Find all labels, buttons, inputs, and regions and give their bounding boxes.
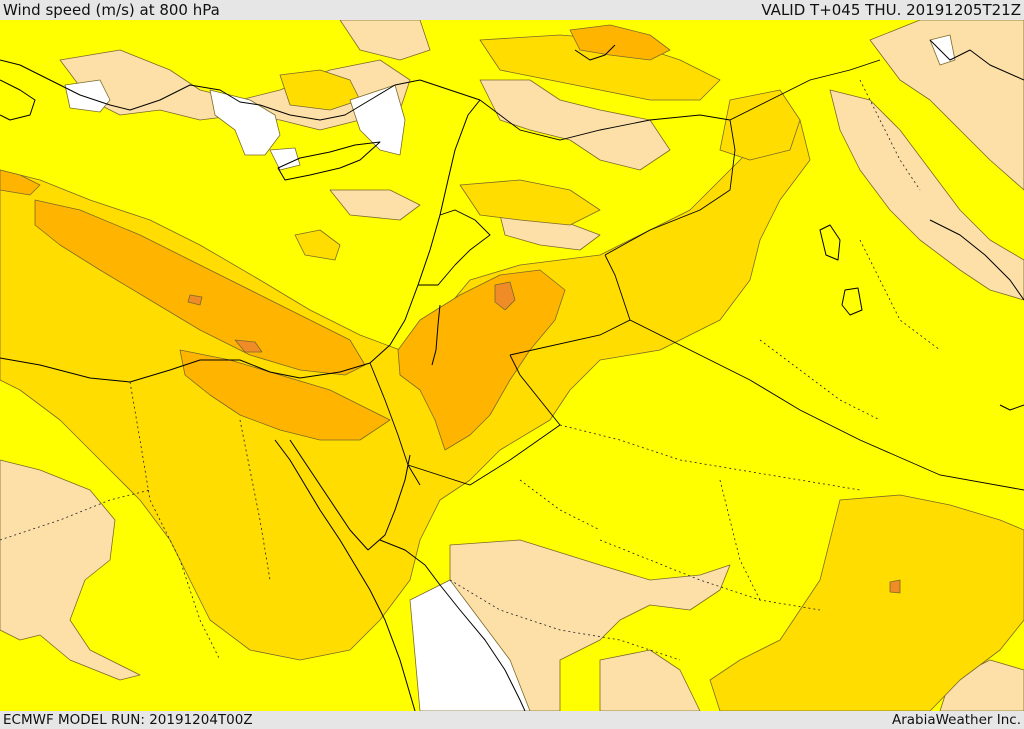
wind-field-light — [0, 459, 141, 681]
wind-field-light — [869, 20, 1024, 191]
coastlines — [0, 39, 1024, 711]
wind-field-light — [329, 189, 421, 221]
footer-bar: ECMWF MODEL RUN: 20191204T00Z ArabiaWeat… — [0, 711, 1024, 729]
model-run: ECMWF MODEL RUN: 20191204T00Z — [3, 712, 253, 728]
wind-field-calm — [929, 34, 956, 66]
wind-field-light — [599, 649, 701, 711]
country-borders — [369, 59, 1024, 491]
regional-boundaries — [0, 79, 941, 661]
wind-field-very-strong — [187, 294, 203, 306]
valid-time: VALID T+045 THU. 20191205T21Z — [761, 1, 1021, 19]
wind-field-light — [449, 539, 731, 711]
wind-field-calm — [269, 147, 301, 171]
wind-field-fresh — [0, 119, 811, 661]
header-bar: Wind speed (m/s) at 800 hPa VALID T+045 … — [0, 0, 1024, 20]
wind-field-fresh — [719, 89, 801, 161]
wind-speed-map[interactable] — [0, 20, 1024, 711]
wind-field-very-strong — [234, 339, 263, 353]
wind-field-fresh — [294, 229, 341, 261]
wind-field-strong — [397, 269, 566, 451]
wind-field-strong — [569, 24, 671, 61]
wind-field-very-strong — [494, 281, 516, 311]
map-title: Wind speed (m/s) at 800 hPa — [3, 1, 220, 19]
wind-field-strong — [179, 349, 391, 441]
wind-field-fresh — [709, 494, 1024, 711]
wind-field-very-strong — [889, 579, 901, 594]
credit: ArabiaWeather Inc. — [891, 712, 1021, 728]
wind-field-light — [479, 79, 671, 171]
wind-field-calm — [64, 79, 111, 113]
wind-field-light — [339, 20, 431, 61]
wind-field-strong — [0, 169, 41, 196]
wind-field-fresh — [459, 179, 601, 226]
wind-field-strong — [34, 199, 366, 376]
wind-field-light — [939, 659, 1024, 711]
